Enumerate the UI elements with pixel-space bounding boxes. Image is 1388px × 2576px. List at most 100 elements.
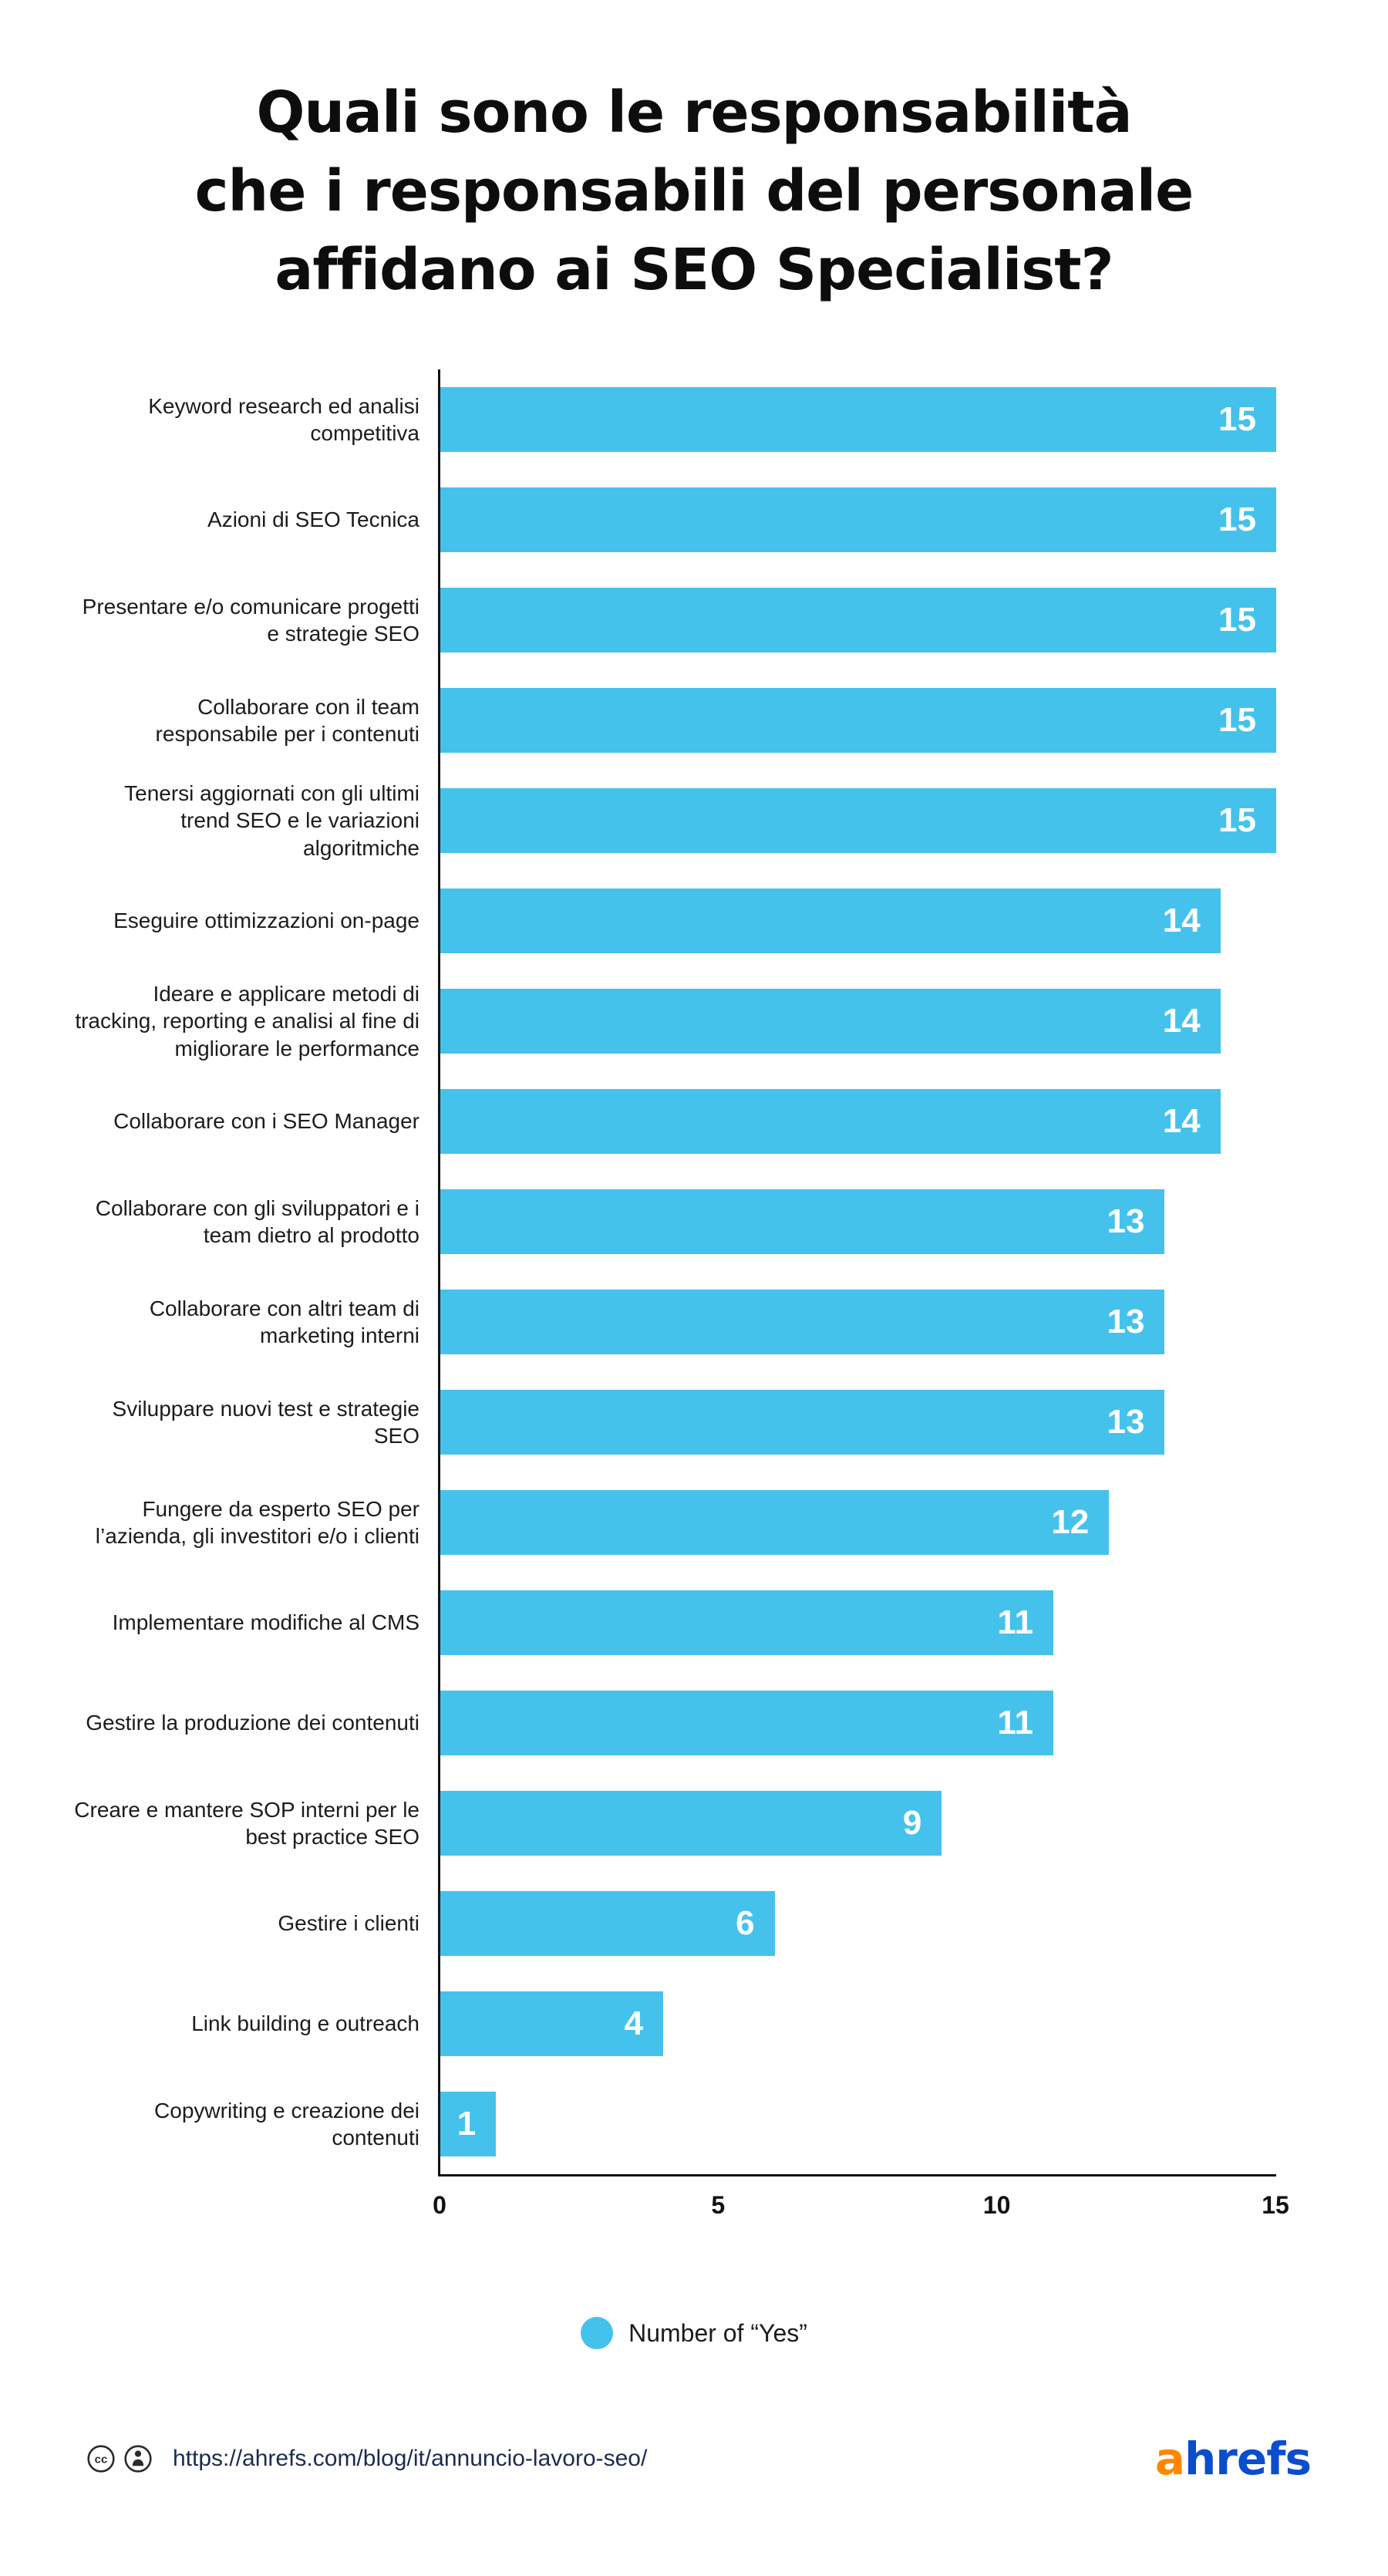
- bar-value-label: 14: [1162, 1002, 1201, 1040]
- bar-track: 14: [440, 989, 1275, 1054]
- chart-row: Tenersi aggiornati con gli ultimi trend …: [73, 770, 1276, 871]
- bar: 14: [440, 1089, 1221, 1155]
- chart-row: Collaborare con il team responsabile per…: [73, 670, 1276, 770]
- x-axis-tick-label: 5: [711, 2191, 726, 2220]
- bar-value-label: 15: [1218, 701, 1256, 740]
- bar-value-label: 13: [1107, 1403, 1145, 1441]
- bar-track: 14: [440, 1089, 1275, 1155]
- legend-marker-icon: [581, 2317, 614, 2350]
- title-line-3: affidano ai SEO Specialist?: [275, 237, 1113, 304]
- bar-value-label: 11: [997, 1704, 1033, 1742]
- bar: 4: [440, 1991, 664, 2057]
- bar-label: Implementare modifiche al CMS: [112, 1610, 419, 1635]
- ahrefs-logo-hrefs: hrefs: [1184, 2433, 1312, 2486]
- bar: 11: [440, 1590, 1053, 1656]
- bar-label: Collaborare con gli sviluppatori e i tea…: [95, 1195, 419, 1248]
- bar: 15: [440, 588, 1276, 653]
- bar: 12: [440, 1490, 1110, 1556]
- bar-label: Collaborare con il team responsabile per…: [155, 694, 419, 747]
- bar: 9: [440, 1791, 942, 1856]
- bar-value-label: 1: [456, 2105, 477, 2143]
- bar-value-label: 15: [1218, 601, 1256, 639]
- x-axis-tick-label: 10: [982, 2191, 1011, 2220]
- bar-track: 1: [440, 2092, 1275, 2157]
- chart-row: Keyword research ed analisi competitiva 1…: [73, 369, 1276, 470]
- chart-row: Copywriting e creazione dei contenuti 1: [73, 2074, 1276, 2174]
- bar-label: Tenersi aggiornati con gli ultimi trend …: [124, 781, 419, 861]
- bar-value-label: 11: [997, 1603, 1033, 1642]
- chart-row: Link building e outreach 4: [73, 1974, 1276, 2074]
- bar-label: Keyword research ed analisi competitiva: [148, 393, 419, 446]
- chart-row: Gestire la produzione dei contenuti 11: [73, 1673, 1276, 1773]
- bar-value-label: 14: [1162, 1102, 1201, 1141]
- bar-label: Collaborare con i SEO Manager: [113, 1109, 419, 1134]
- chart-row: Collaborare con i SEO Manager 14: [73, 1071, 1276, 1172]
- title-line-2: che i responsabili del personale: [194, 158, 1194, 225]
- bar-label: Sviluppare nuovi test e strategie SEO: [112, 1396, 419, 1448]
- chart-row: Collaborare con gli sviluppatori e i tea…: [73, 1172, 1276, 1272]
- bar-value-label: 15: [1218, 801, 1256, 840]
- bar-track: 13: [440, 1390, 1275, 1455]
- bar: 1: [440, 2092, 497, 2157]
- legend-label: Number of “Yes”: [628, 2318, 807, 2347]
- bar-label: Creare e mantere SOP interni per le best…: [74, 1797, 419, 1849]
- chart-row: Fungere da esperto SEO per l’azienda, gl…: [73, 1472, 1276, 1573]
- bar-track: 12: [440, 1490, 1275, 1556]
- bar-value-label: 15: [1218, 400, 1256, 439]
- bar-label: Presentare e/o comunicare progetti e str…: [82, 594, 419, 646]
- x-axis-line: [438, 2174, 1276, 2177]
- legend: Number of “Yes”: [0, 2317, 1388, 2350]
- source-url[interactable]: https://ahrefs.com/blog/it/annuncio-lavo…: [173, 2446, 648, 2472]
- chart-row: Implementare modifiche al CMS 11: [73, 1573, 1276, 1673]
- cc-icon: cc: [86, 2444, 116, 2473]
- bar-label: Eseguire ottimizzazioni on-page: [113, 909, 419, 933]
- bar-track: 15: [440, 487, 1276, 553]
- bar-value-label: 12: [1051, 1503, 1090, 1542]
- bar: 15: [440, 487, 1276, 553]
- chart-row: Sviluppare nuovi test e strategie SEO 13: [73, 1372, 1276, 1472]
- chart-row: Gestire i clienti 6: [73, 1873, 1276, 1974]
- bar-track: 11: [440, 1691, 1275, 1756]
- bar-track: 15: [440, 788, 1276, 854]
- x-axis-tick-label: 15: [1262, 2191, 1289, 2220]
- chart-row: Azioni di SEO Tecnica 15: [73, 470, 1276, 570]
- bar-label: Copywriting e creazione dei contenuti: [154, 2098, 419, 2150]
- bar: 13: [440, 1390, 1165, 1455]
- bar-label: Gestire la produzione dei contenuti: [86, 1711, 419, 1735]
- bar-value-label: 13: [1107, 1202, 1145, 1241]
- bar-track: 6: [440, 1891, 1275, 1957]
- bar: 14: [440, 888, 1221, 954]
- bar-track: 4: [440, 1991, 1275, 2057]
- title-line-1: Quali sono le responsabilità: [256, 79, 1132, 146]
- x-axis-tick-label: 0: [433, 2191, 446, 2220]
- bar-label: Fungere da esperto SEO per l’azienda, gl…: [95, 1496, 419, 1549]
- bar-value-label: 13: [1107, 1303, 1145, 1341]
- bar-value-label: 6: [736, 1904, 755, 1943]
- bar-track: 15: [440, 688, 1276, 754]
- bar-track: 11: [440, 1590, 1275, 1656]
- chart-rows: Keyword research ed analisi competitiva 1…: [73, 369, 1276, 2174]
- bar: 11: [440, 1691, 1053, 1756]
- bar: 15: [440, 788, 1276, 854]
- bar: 13: [440, 1189, 1165, 1255]
- bar-track: 9: [440, 1791, 1275, 1856]
- chart-row: Creare e mantere SOP interni per le best…: [73, 1773, 1276, 1873]
- bar-track: 13: [440, 1189, 1275, 1255]
- bar-track: 15: [440, 588, 1276, 653]
- chart-row: Collaborare con altri team di marketing …: [73, 1272, 1276, 1372]
- chart-row: Eseguire ottimizzazioni on-page 14: [73, 871, 1276, 971]
- y-axis-line: [438, 369, 440, 2176]
- bar-label: Collaborare con altri team di marketing …: [149, 1296, 419, 1348]
- chart-row: Ideare e applicare metodi di tracking, r…: [73, 971, 1276, 1071]
- license-icons: cc: [86, 2444, 153, 2473]
- bar-chart: Keyword research ed analisi competitiva 1…: [73, 369, 1289, 2244]
- svg-text:cc: cc: [95, 2453, 108, 2466]
- bar: 6: [440, 1891, 775, 1957]
- bar-track: 14: [440, 888, 1275, 954]
- bar-label: Azioni di SEO Tecnica: [207, 507, 419, 532]
- footer: cc https://ahrefs.com/blog/it/annuncio-l…: [86, 2433, 1312, 2486]
- bar-label: Link building e outreach: [191, 2011, 419, 2036]
- bar: 15: [440, 688, 1276, 754]
- bar-value-label: 4: [624, 2004, 644, 2043]
